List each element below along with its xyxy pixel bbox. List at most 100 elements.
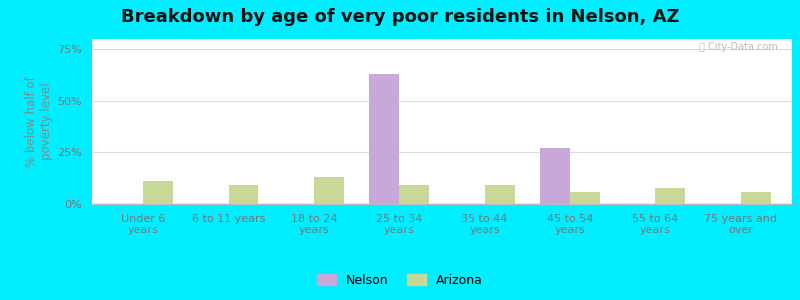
Bar (92, 201, 792, 203)
Bar (92, 201, 792, 203)
Bar (92, 201, 792, 202)
Bar (92, 201, 792, 203)
Bar (92, 201, 792, 203)
Bar (92, 201, 792, 203)
Bar (92, 202, 792, 204)
Bar (92, 202, 792, 204)
Bar (92, 202, 792, 203)
Bar (92, 201, 792, 203)
Bar (92, 202, 792, 203)
Bar (92, 201, 792, 202)
Bar (92, 202, 792, 204)
Bar (92, 201, 792, 202)
Bar (92, 201, 792, 203)
Bar (92, 201, 792, 203)
Bar (229, 185, 258, 204)
Bar (92, 202, 792, 203)
Bar (92, 201, 792, 202)
Bar (92, 201, 792, 203)
Bar (92, 201, 792, 203)
Bar (92, 202, 792, 204)
Bar (92, 201, 792, 203)
Bar (92, 201, 792, 203)
Bar (92, 201, 792, 203)
Bar (92, 202, 792, 204)
Bar (92, 202, 792, 203)
Bar (92, 202, 792, 203)
Bar (92, 202, 792, 204)
Bar (92, 201, 792, 203)
Bar (92, 201, 792, 203)
Bar (370, 74, 399, 204)
Bar (92, 202, 792, 204)
Bar (92, 201, 792, 203)
Bar (92, 202, 792, 204)
Bar (655, 188, 686, 204)
Bar (92, 201, 792, 203)
Bar (92, 201, 792, 203)
Bar (92, 202, 792, 204)
Bar (92, 201, 792, 203)
Bar (92, 202, 792, 204)
Bar (92, 202, 792, 203)
Bar (92, 202, 792, 203)
Bar (92, 202, 792, 203)
Bar (92, 201, 792, 203)
Bar (92, 202, 792, 204)
Bar (92, 202, 792, 204)
Legend: Nelson, Arizona: Nelson, Arizona (314, 270, 486, 291)
Bar (92, 201, 792, 203)
Bar (92, 202, 792, 203)
Bar (92, 202, 792, 204)
Bar (92, 202, 792, 203)
Bar (92, 202, 792, 204)
Bar (92, 201, 792, 203)
Bar (143, 181, 173, 204)
Bar (92, 201, 792, 202)
Bar (92, 201, 792, 203)
Bar (92, 202, 792, 203)
Bar (92, 201, 792, 203)
Bar (92, 201, 792, 203)
Bar (92, 201, 792, 202)
Bar (92, 202, 792, 203)
Bar (92, 202, 792, 204)
Bar (741, 192, 770, 204)
Bar (92, 202, 792, 204)
Bar (92, 201, 792, 203)
Bar (92, 202, 792, 203)
Text: Breakdown by age of very poor residents in Nelson, AZ: Breakdown by age of very poor residents … (121, 8, 679, 26)
Bar (92, 201, 792, 203)
Bar (92, 202, 792, 203)
Bar (92, 202, 792, 203)
Bar (92, 202, 792, 203)
Bar (92, 202, 792, 204)
Bar (485, 185, 514, 204)
Bar (92, 201, 792, 202)
Bar (92, 202, 792, 204)
Bar (92, 202, 792, 203)
Bar (92, 202, 792, 203)
Bar (92, 202, 792, 204)
Bar (92, 202, 792, 204)
Bar (92, 202, 792, 203)
Bar (92, 201, 792, 202)
Bar (92, 202, 792, 204)
Bar (92, 202, 792, 203)
Bar (92, 202, 792, 204)
Bar (92, 201, 792, 203)
Bar (92, 202, 792, 203)
Bar (92, 202, 792, 204)
Text: ⓘ City-Data.com: ⓘ City-Data.com (699, 42, 778, 52)
Bar (92, 201, 792, 203)
Bar (92, 201, 792, 203)
Bar (92, 201, 792, 203)
Bar (92, 201, 792, 203)
Bar (92, 202, 792, 203)
Bar (92, 201, 792, 203)
Bar (314, 177, 344, 204)
Bar (92, 202, 792, 204)
Bar (92, 202, 792, 203)
Bar (92, 202, 792, 204)
Bar (92, 201, 792, 203)
